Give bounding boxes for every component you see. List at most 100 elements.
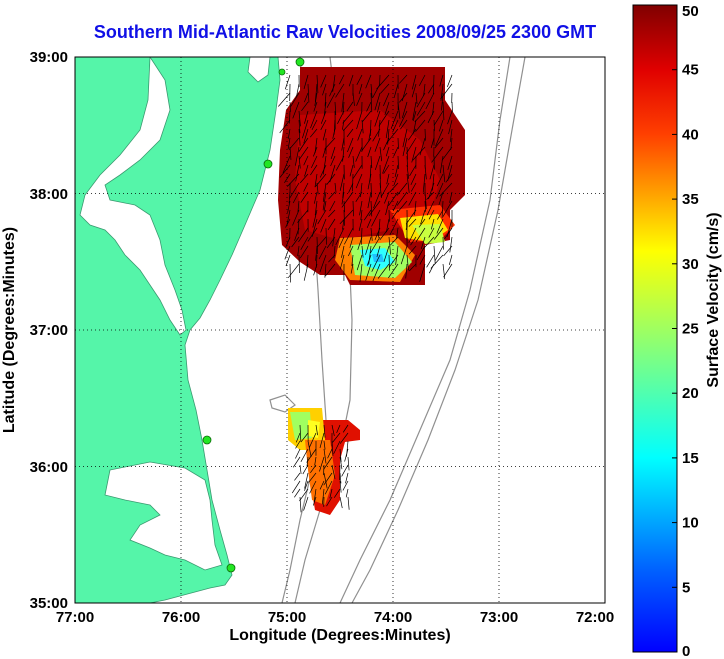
x-tick-label: 73:00	[480, 609, 518, 626]
velocity-vector	[294, 488, 301, 498]
velocity-vector	[330, 155, 336, 167]
velocity-vector	[425, 92, 435, 110]
velocity-vector	[319, 254, 327, 273]
velocity-vector	[374, 155, 381, 171]
velocity-vector	[357, 236, 363, 250]
velocity-vector	[352, 92, 355, 107]
velocity-vector	[396, 191, 408, 206]
velocity-vector	[320, 110, 327, 124]
velocity-vector	[355, 173, 363, 189]
velocity-vector	[408, 227, 417, 243]
velocity-vector	[365, 236, 372, 255]
velocity-vector	[347, 456, 350, 471]
velocity-vector	[352, 164, 363, 179]
velocity-vector	[356, 74, 363, 86]
velocity-vector	[385, 200, 390, 216]
velocity-vector	[365, 263, 372, 281]
velocity-vector	[279, 164, 291, 178]
velocity-vector	[348, 182, 354, 193]
velocity-vector	[419, 263, 426, 282]
velocity-vector	[331, 424, 335, 437]
velocity-vector	[402, 128, 408, 148]
y-axis-label: Latitude (Degrees:Minutes)	[1, 227, 18, 433]
velocity-vector	[299, 496, 302, 513]
velocity-vector	[433, 227, 444, 240]
velocity-vector	[399, 92, 408, 103]
velocity-vector	[303, 74, 309, 90]
velocity-vector	[439, 155, 444, 174]
velocity-vector	[313, 263, 318, 276]
velocity-vector	[327, 218, 336, 231]
velocity-vector	[348, 245, 354, 257]
velocity-vector	[320, 119, 327, 131]
velocity-vector	[447, 74, 453, 88]
velocity-vector	[366, 101, 372, 112]
colorbar-tick-label: 5	[682, 579, 690, 596]
velocity-vector	[389, 182, 399, 193]
velocity-vector	[448, 119, 453, 135]
velocity-vector	[329, 83, 336, 97]
velocity-vector	[292, 191, 300, 204]
velocity-vector	[405, 137, 417, 154]
y-tick-label: 35:00	[30, 595, 68, 612]
velocity-vector	[342, 424, 349, 433]
velocity-vector	[442, 101, 445, 121]
velocity-vector	[306, 456, 309, 467]
velocity-vector	[348, 74, 354, 87]
velocity-vector	[414, 110, 426, 123]
velocity-vector	[399, 74, 408, 84]
velocity-vector	[351, 254, 354, 267]
velocity-vector	[379, 182, 382, 198]
velocity-vector	[374, 227, 381, 240]
velocity-vector	[438, 119, 444, 132]
velocity-vector	[408, 218, 417, 227]
velocity-vector	[415, 119, 426, 132]
velocity-vector	[406, 155, 408, 167]
radar-site-marker	[263, 159, 273, 169]
velocity-vector	[334, 101, 337, 116]
velocity-vector	[397, 101, 401, 119]
velocity-vector	[410, 173, 417, 185]
velocity-vector	[376, 245, 381, 257]
velocity-vector	[435, 182, 444, 199]
velocity-vector	[374, 92, 381, 111]
velocity-vector	[383, 245, 390, 262]
velocity-vector	[370, 92, 373, 113]
velocity-vector	[346, 128, 354, 138]
velocity-vector	[304, 110, 309, 124]
velocity-vector	[307, 227, 318, 242]
velocity-vector	[289, 263, 291, 283]
velocity-vector	[408, 191, 417, 206]
velocity-vector	[295, 432, 301, 443]
velocity-vector	[346, 101, 354, 112]
velocity-vector	[295, 448, 301, 459]
velocity-vector	[332, 432, 341, 443]
velocity-vector	[302, 119, 309, 139]
velocity-vector	[322, 155, 327, 175]
velocity-vector	[342, 119, 345, 130]
velocity-vector	[298, 128, 301, 146]
velocity-vector	[289, 182, 300, 199]
velocity-vector	[316, 236, 327, 248]
velocity-vector	[311, 155, 318, 169]
velocity-vector	[368, 128, 372, 141]
velocity-vector	[424, 164, 427, 180]
velocity-vector	[329, 200, 336, 212]
velocity-vector	[295, 164, 300, 182]
velocity-vector	[389, 218, 399, 236]
velocity-vector	[342, 110, 354, 124]
velocity-vector	[368, 200, 381, 217]
velocity-vector	[356, 92, 363, 106]
radar-site-marker	[295, 57, 305, 67]
velocity-vector	[339, 448, 342, 463]
velocity-vector	[439, 182, 453, 197]
velocity-vector	[286, 209, 291, 226]
velocity-vector	[415, 92, 418, 105]
velocity-vector	[362, 110, 372, 122]
velocity-vector	[309, 480, 317, 494]
velocity-vector	[323, 200, 327, 212]
delaware-bay	[247, 57, 271, 83]
velocity-vector	[279, 119, 291, 134]
velocity-vector	[430, 137, 435, 149]
